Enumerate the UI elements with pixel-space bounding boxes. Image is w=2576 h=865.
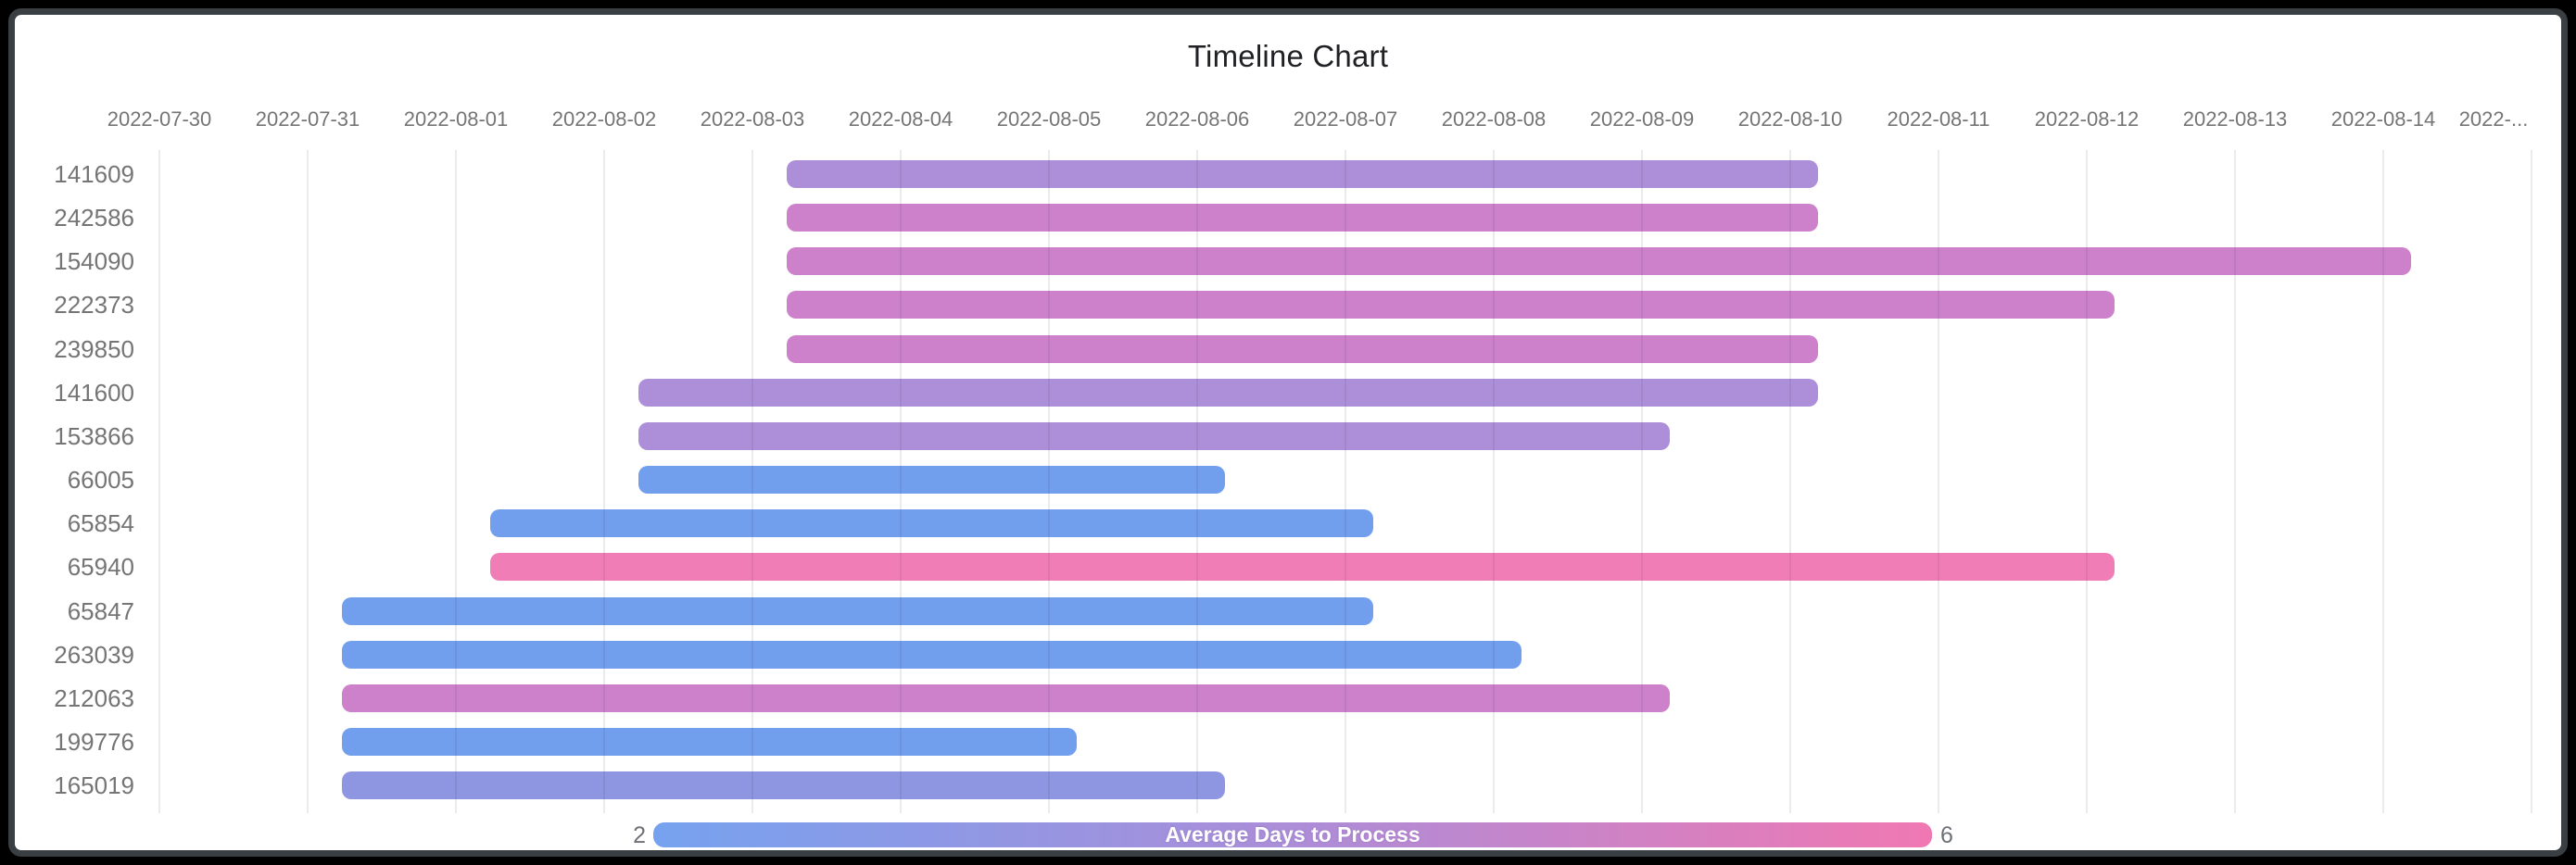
- x-tick-label: 2022-08-13: [2182, 107, 2288, 131]
- legend-max-label: 6: [1940, 822, 1953, 848]
- page-title: Timeline Chart: [1187, 39, 1389, 73]
- timeline-bar[interactable]: [786, 291, 2115, 320]
- x-tick-label: 2022-08-10: [1737, 107, 1843, 131]
- x-tick-label: 2022-08-02: [551, 107, 657, 131]
- x-tick-label: 2022-08-14: [2330, 107, 2436, 131]
- y-axis-label: 141600: [54, 378, 134, 407]
- gridline: [1493, 150, 1495, 813]
- y-axis-label: 199776: [54, 727, 134, 756]
- gridline: [2382, 150, 2384, 813]
- timeline-bar[interactable]: [341, 596, 1373, 625]
- y-axis-label: 165019: [54, 771, 134, 800]
- gridline: [2531, 150, 2532, 813]
- chart-window-frame: Timeline Chart 2022-07-30 2022-07-31 2022-…: [8, 8, 2568, 857]
- x-tick-label: 2022-08-07: [1293, 107, 1398, 131]
- y-axis-label: 141609: [54, 160, 134, 188]
- timeline-bar[interactable]: [341, 727, 1077, 756]
- timeline-bar[interactable]: [786, 204, 1818, 232]
- timeline-bar[interactable]: [786, 247, 2411, 276]
- timeline-bar[interactable]: [638, 421, 1670, 450]
- gridline: [1938, 150, 1939, 813]
- timeline-bar[interactable]: [638, 378, 1818, 407]
- y-axis-label: 65847: [67, 596, 134, 625]
- gridline: [2234, 150, 2236, 813]
- x-tick-label: 2022-08-11: [1887, 107, 1990, 131]
- x-tick-label: 2022-08-06: [1144, 107, 1250, 131]
- timeline-bar[interactable]: [638, 466, 1225, 495]
- x-tick-label: 2022-07-31: [255, 107, 360, 131]
- gridline: [455, 150, 457, 813]
- x-tick-label: 2022-...: [2458, 107, 2529, 131]
- timeline-bar[interactable]: [341, 640, 1522, 669]
- y-axis-label: 66005: [67, 466, 134, 495]
- y-axis-label: 212063: [54, 683, 134, 712]
- gridline: [603, 150, 605, 813]
- gridline: [751, 150, 753, 813]
- legend-min-label: 2: [633, 822, 646, 848]
- x-tick-label: 2022-08-05: [996, 107, 1102, 131]
- x-tick-label: 2022-07-30: [107, 107, 212, 131]
- x-tick-label: 2022-08-04: [848, 107, 953, 131]
- timeline-bar[interactable]: [786, 334, 1818, 363]
- x-tick-label: 2022-08-01: [403, 107, 509, 131]
- x-tick-label: 2022-08-09: [1589, 107, 1695, 131]
- y-axis-label: 154090: [54, 247, 134, 276]
- gridline: [900, 150, 902, 813]
- gridline: [1641, 150, 1643, 813]
- x-tick-label: 2022-08-03: [700, 107, 805, 131]
- legend-title: Average Days to Process: [1165, 822, 1421, 846]
- timeline-bar[interactable]: [341, 683, 1670, 712]
- legend-colorbar: Average Days to Process: [653, 822, 1932, 847]
- y-axis-label: 65940: [67, 553, 134, 582]
- gridline: [158, 150, 160, 813]
- y-axis-label: 242586: [54, 204, 134, 232]
- x-tick-label: 2022-08-08: [1441, 107, 1547, 131]
- gridline: [1196, 150, 1198, 813]
- gridline: [307, 150, 309, 813]
- timeline-bar[interactable]: [341, 771, 1225, 800]
- y-axis-label: 153866: [54, 421, 134, 450]
- y-axis-label: 263039: [54, 640, 134, 669]
- timeline-chart: Timeline Chart 2022-07-30 2022-07-31 2022-…: [15, 15, 2561, 850]
- gridline: [1789, 150, 1791, 813]
- timeline-bar[interactable]: [489, 509, 1373, 538]
- y-axis-label: 65854: [67, 509, 134, 538]
- timeline-bar[interactable]: [786, 160, 1818, 188]
- y-axis-label: 222373: [54, 291, 134, 320]
- gridline: [1048, 150, 1050, 813]
- gridline: [2086, 150, 2088, 813]
- gridline: [1345, 150, 1346, 813]
- timeline-bar[interactable]: [489, 553, 2115, 582]
- y-axis-label: 239850: [54, 334, 134, 363]
- x-tick-label: 2022-08-12: [2034, 107, 2140, 131]
